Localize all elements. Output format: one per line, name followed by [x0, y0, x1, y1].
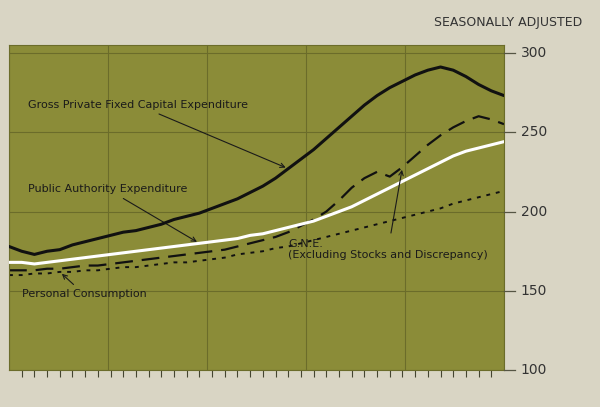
Text: 200: 200: [521, 205, 547, 219]
Text: Public Authority Expenditure: Public Authority Expenditure: [28, 184, 196, 241]
Text: 150: 150: [521, 284, 547, 298]
Text: 250: 250: [521, 125, 547, 139]
Text: Gross Private Fixed Capital Expenditure: Gross Private Fixed Capital Expenditure: [28, 100, 284, 167]
Text: G.N.E.
(Excluding Stocks and Discrepancy): G.N.E. (Excluding Stocks and Discrepancy…: [288, 171, 488, 260]
Text: SEASONALLY ADJUSTED: SEASONALLY ADJUSTED: [434, 16, 582, 29]
Text: 300: 300: [521, 46, 547, 60]
Text: Personal Consumption: Personal Consumption: [22, 275, 146, 299]
Text: 100: 100: [521, 363, 547, 377]
